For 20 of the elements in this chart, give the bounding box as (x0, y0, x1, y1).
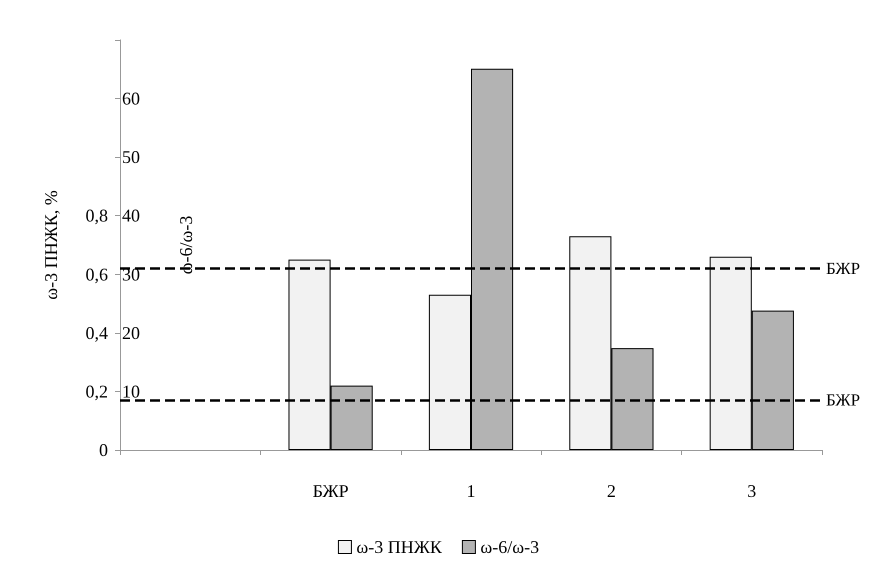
legend-label: ω-6/ω-3 (480, 537, 540, 557)
ref-line-label: БЖР (826, 390, 860, 410)
x-tick-label: 3 (747, 481, 756, 501)
ref-line-label: БЖР (826, 258, 860, 278)
y2-tick-label: 10 (122, 381, 140, 402)
x-tick-label: 1 (466, 481, 476, 501)
y2-tick-label: 20 (122, 322, 140, 343)
y-tick-label: 0,8 (86, 206, 108, 226)
y-axis-title: ω-3 ПНЖК, % (41, 190, 61, 300)
y-tick-label: 0 (99, 440, 108, 460)
y2-axis-title: ω-6/ω-3 (176, 216, 196, 274)
y-tick-label: 0,4 (86, 322, 108, 343)
y-tick-label: 0,2 (86, 381, 108, 402)
x-tick-label: 2 (606, 481, 616, 501)
x-tick-label: БЖР (312, 481, 349, 501)
y2-tick-label: 40 (122, 206, 140, 226)
y2-tick-label: 60 (122, 88, 140, 109)
y-tick-label: 0,6 (86, 264, 108, 284)
legend-label: ω-3 ПНЖК (356, 537, 443, 557)
y2-tick-label: 50 (122, 147, 140, 168)
